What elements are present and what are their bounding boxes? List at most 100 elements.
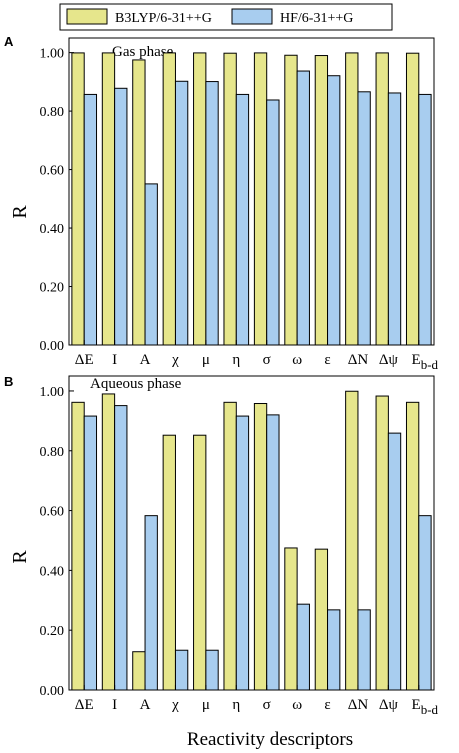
y-tick-label: 0.40 (40, 222, 65, 237)
category-label: I (112, 352, 117, 368)
bar-b3lyp (101, 393, 116, 691)
category-label: ω (292, 697, 302, 713)
bar-hf (266, 414, 280, 691)
bar-hf (418, 515, 432, 691)
bar-hf (387, 432, 402, 691)
y-tick-label: 0.00 (40, 684, 65, 699)
category-label: μ (202, 352, 210, 368)
bar-b3lyp (101, 52, 116, 346)
bar-hf (387, 92, 402, 346)
bar-hf (174, 649, 189, 691)
bar-b3lyp (314, 548, 329, 691)
bar-b3lyp (253, 403, 268, 691)
bar-b3lyp (71, 401, 85, 691)
category-label: ε (324, 697, 330, 713)
bar-b3lyp (345, 390, 359, 691)
bar-hf (327, 75, 341, 346)
panel-a-letter: A (4, 34, 14, 49)
category-label: Eb-d (412, 352, 439, 372)
panel-b-ylabel: R (9, 550, 31, 564)
category-label: μ (202, 697, 210, 713)
bar-b3lyp (375, 395, 389, 691)
category-label: Eb-d (412, 697, 439, 717)
y-tick-label: 0.60 (40, 164, 65, 179)
legend-swatch-b3lyp (66, 8, 108, 25)
y-tick-label: 0.80 (40, 105, 65, 120)
y-tick-label: 0.60 (40, 505, 65, 520)
bar-b3lyp (284, 547, 298, 691)
bar-hf (266, 99, 280, 346)
panel-a-title: Gas phase (112, 44, 174, 60)
bar-b3lyp (375, 52, 389, 346)
category-label: χ (171, 352, 179, 368)
category-label: I (112, 697, 117, 713)
bar-b3lyp (314, 55, 329, 346)
panel-b-letter: B (4, 374, 13, 389)
bar-hf (357, 91, 371, 346)
bar-b3lyp (284, 54, 298, 346)
bar-hf (327, 609, 341, 691)
y-tick-label: 0.20 (40, 281, 65, 296)
bar-hf (235, 93, 250, 346)
category-label: η (232, 697, 240, 713)
category-label: σ (263, 352, 271, 368)
legend: B3LYP/6-31++G HF/6-31++G (59, 3, 393, 31)
y-tick-label: 0.00 (40, 339, 65, 354)
y-tick-label: 0.80 (40, 445, 65, 460)
category-label: ε (324, 352, 330, 368)
panel-a: A Gas phase R 0.00 0.20 0.40 0.60 0.80 1.00 Δ… (4, 34, 439, 372)
bar-hf (83, 415, 98, 691)
bar-b3lyp (223, 401, 237, 691)
panel-b-frame (68, 375, 435, 691)
legend-label-b3lyp: B3LYP/6-31++G (115, 11, 212, 26)
bar-hf (296, 70, 310, 346)
bar-b3lyp (162, 52, 176, 346)
legend-box (59, 3, 393, 31)
y-tick-label: 1.00 (40, 47, 65, 62)
category-label: Δψ (379, 697, 399, 713)
bar-hf (205, 649, 219, 691)
bar-hf (418, 93, 432, 346)
panel-b: B Aqueous phase R 0.00 0.20 0.40 0.60 0.80 1.… (4, 374, 439, 717)
category-label: ΔN (348, 352, 369, 368)
bar-b3lyp (193, 434, 207, 691)
category-label: η (232, 352, 240, 368)
category-label: ΔE (75, 697, 94, 713)
panel-b-title: Aqueous phase (90, 376, 182, 392)
bar-b3lyp (253, 52, 268, 346)
category-label: Δψ (379, 352, 399, 368)
y-tick-label: 0.40 (40, 564, 65, 579)
bar-hf (205, 81, 219, 346)
panel-a-bars (71, 52, 432, 346)
bar-hf (144, 515, 158, 691)
bar-b3lyp (345, 52, 359, 346)
bar-b3lyp (405, 401, 420, 691)
legend-swatch-hf (231, 8, 273, 25)
bar-hf (296, 603, 310, 691)
bar-b3lyp (132, 651, 146, 691)
category-label: σ (263, 697, 271, 713)
category-label: A (140, 697, 151, 713)
bar-hf (174, 80, 189, 346)
panel-b-yticks: 0.00 0.20 0.40 0.60 0.80 1.00 (40, 385, 74, 699)
bar-hf (114, 87, 128, 346)
bar-hf (235, 415, 250, 691)
panel-b-bars (71, 390, 432, 691)
bar-hf (144, 183, 158, 346)
panel-a-ylabel: R (9, 205, 31, 219)
bar-b3lyp (223, 52, 237, 346)
bar-b3lyp (132, 59, 146, 346)
y-tick-label: 1.00 (40, 385, 65, 400)
category-label: ΔN (348, 697, 369, 713)
bar-b3lyp (162, 434, 176, 691)
bar-hf (83, 93, 98, 346)
category-label: A (140, 352, 151, 368)
bar-b3lyp (405, 52, 420, 346)
bar-hf (357, 609, 371, 691)
category-label: ω (292, 352, 302, 368)
panel-a-frame (68, 37, 435, 346)
category-label: ΔE (75, 352, 94, 368)
